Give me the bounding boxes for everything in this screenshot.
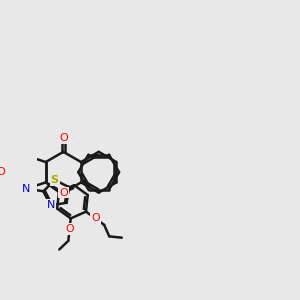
Text: O: O [91,213,100,223]
Text: O: O [59,188,68,198]
Text: N: N [46,200,55,210]
Text: O: O [59,133,68,143]
Text: O: O [0,167,5,177]
Text: O: O [66,224,74,234]
Text: S: S [51,175,58,185]
Text: N: N [22,184,31,194]
